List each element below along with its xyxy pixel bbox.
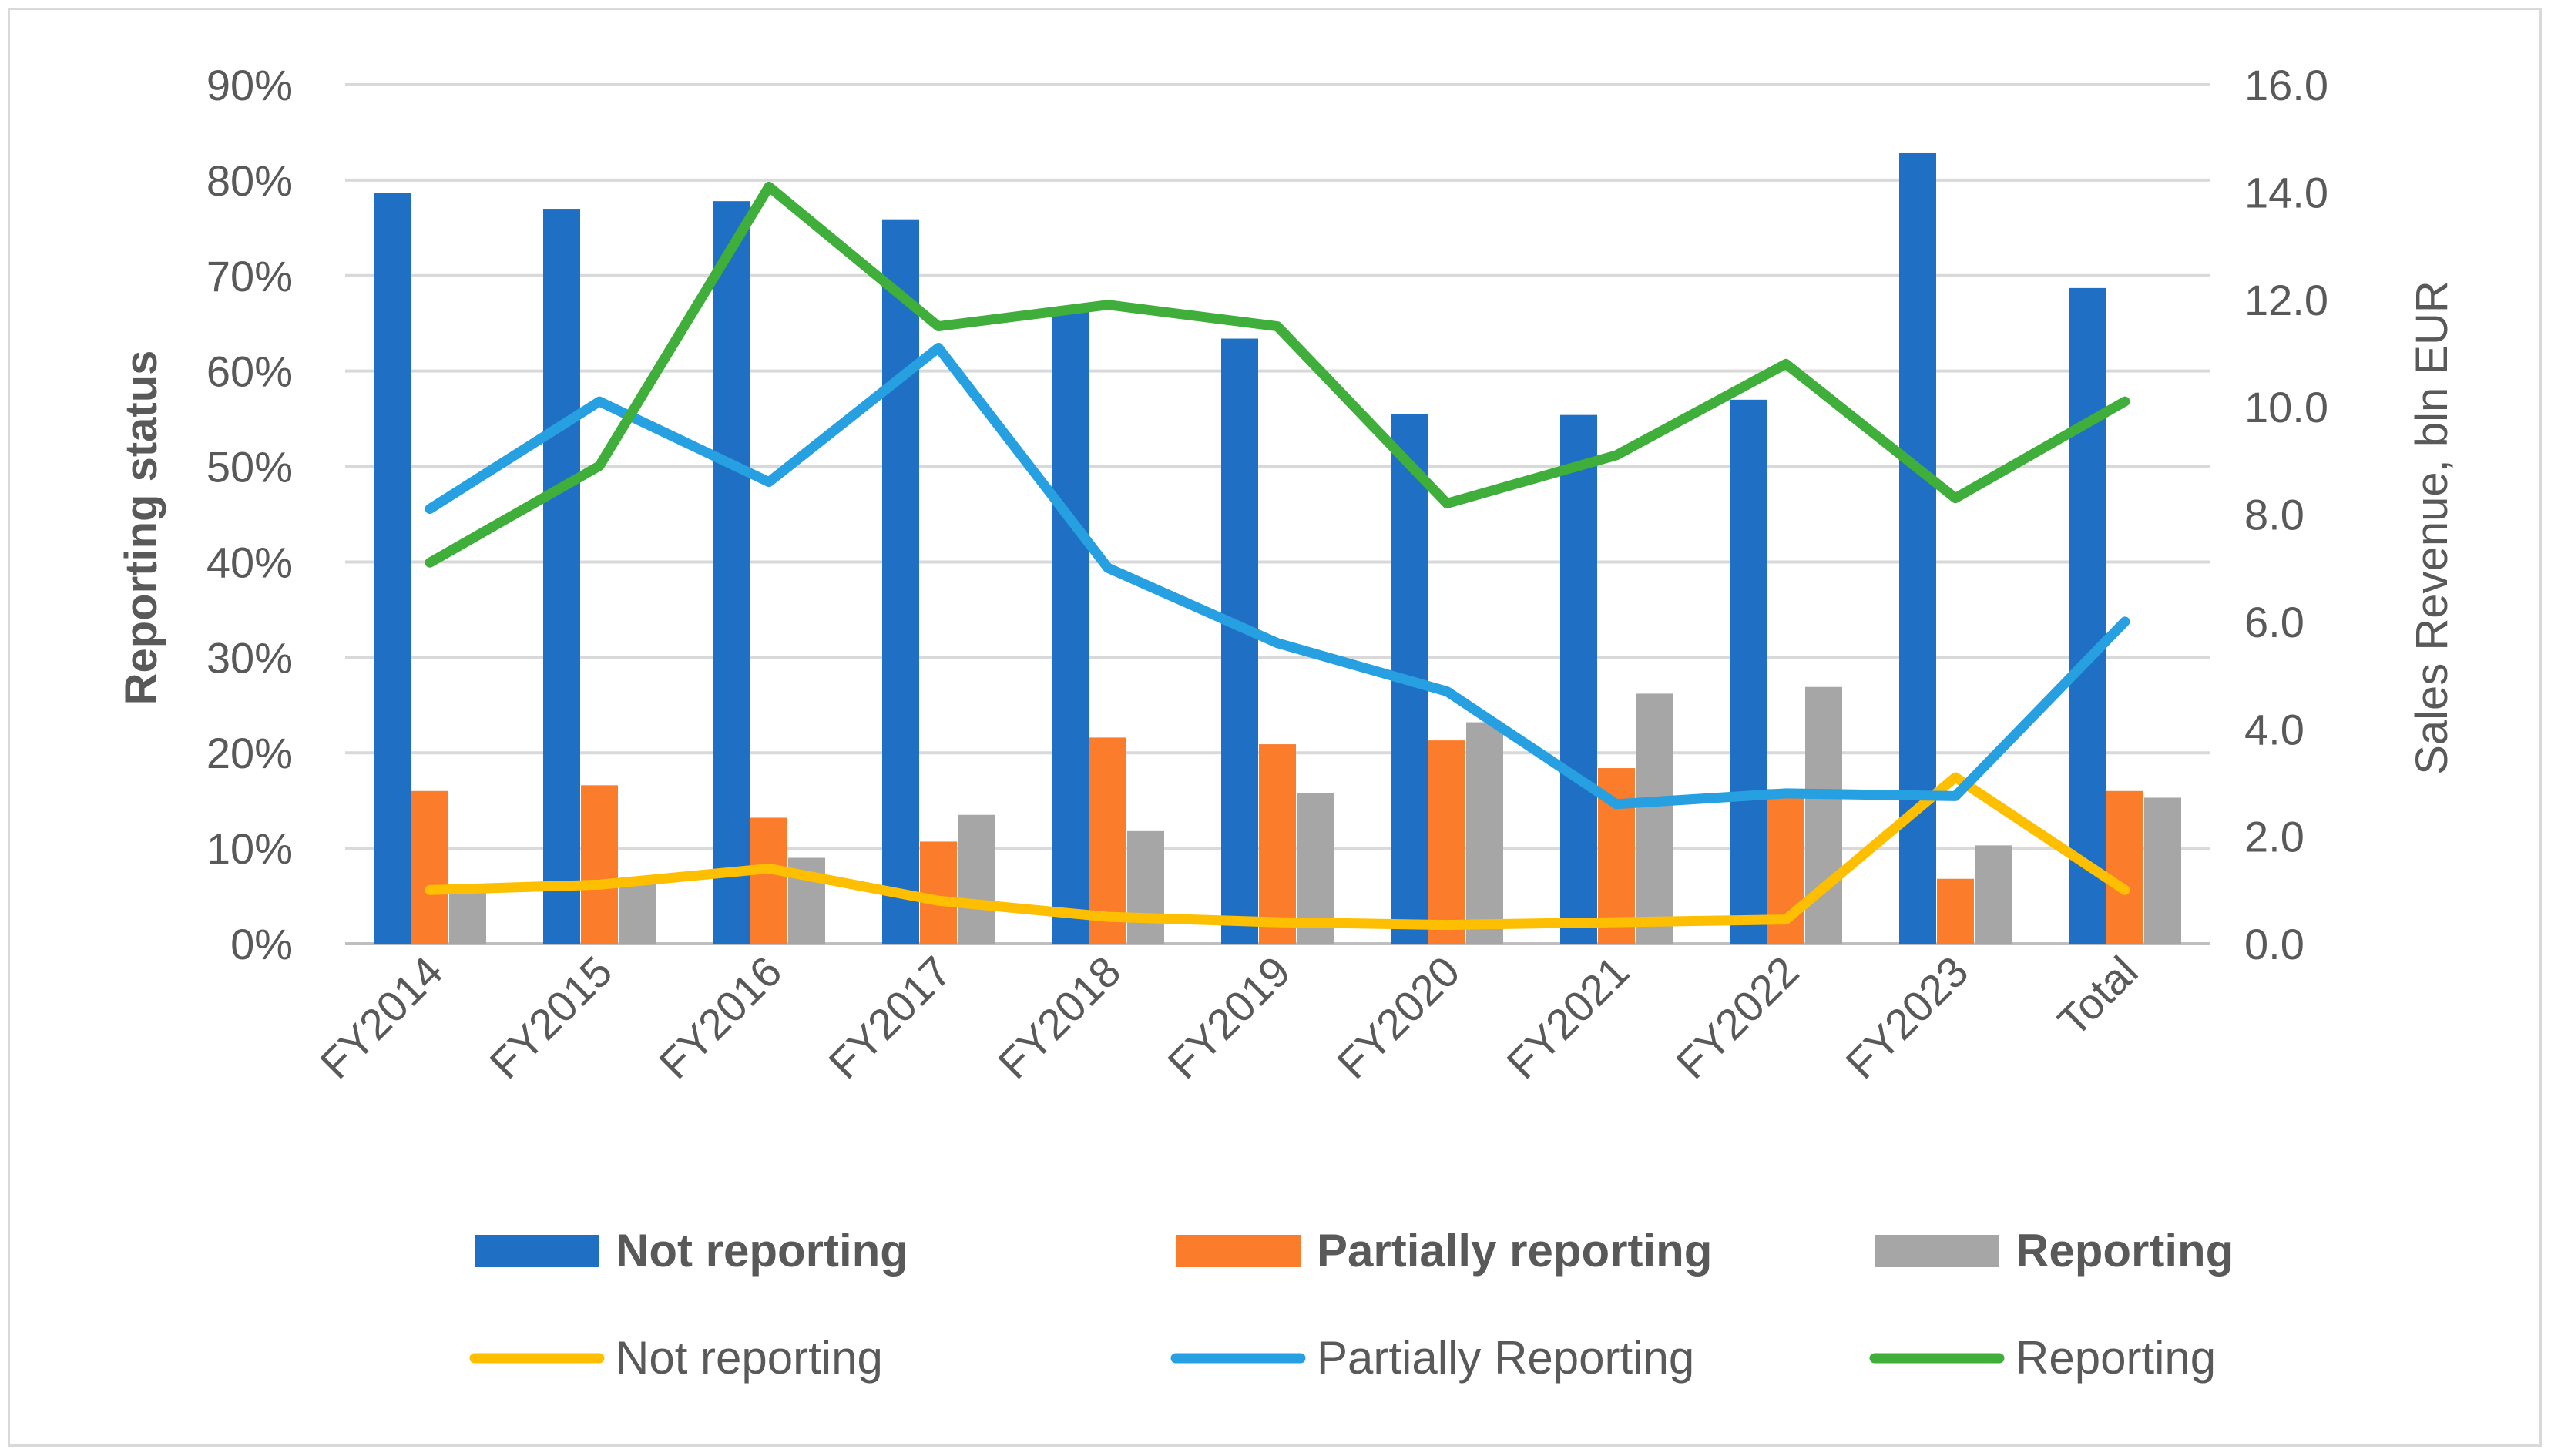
x-tick-label: FY2019	[1158, 947, 1299, 1088]
bar-partially-reporting	[750, 817, 787, 944]
y-left-tick-label: 60%	[206, 347, 293, 396]
x-tick-label: Total	[2048, 947, 2147, 1045]
legend-label: Partially Reporting	[1317, 1332, 1694, 1384]
y-left-tick-label: 10%	[206, 824, 293, 873]
bar-not-reporting	[374, 192, 411, 944]
legend-label: Reporting	[2016, 1332, 2216, 1384]
line-partially-reporting	[425, 342, 2130, 810]
bars	[374, 152, 2181, 944]
bar-partially-reporting	[1937, 878, 1974, 944]
bar-not-reporting	[1221, 338, 1258, 944]
lines	[425, 181, 2130, 931]
y-left-tick-label: 90%	[206, 61, 293, 109]
chart-frame: 0% 10% 20% 30% 40% 50% 60% 70% 80% 90% 0.0 2.0 4.0 6.…	[8, 8, 2542, 1447]
bar-partially-reporting	[1428, 740, 1465, 944]
legend: Not reporting Partially reporting Reportin…	[469, 1225, 2234, 1384]
x-tick-label: FY2016	[649, 947, 790, 1088]
y-left-tick-label: 30%	[206, 633, 293, 682]
y-right-tick-label: 2.0	[2244, 813, 2304, 861]
x-tick-label: FY2014	[310, 947, 451, 1088]
bar-reporting	[1975, 845, 2012, 944]
y-axis-right-title: Sales Revenue, bln EUR	[2407, 280, 2457, 775]
bar-not-reporting	[1052, 310, 1089, 944]
x-tick-label: FY2023	[1836, 947, 1977, 1088]
bar-partially-reporting	[1259, 744, 1296, 944]
y-left-tick-label: 20%	[206, 729, 293, 777]
x-tick-label: FY2020	[1328, 947, 1469, 1088]
bar-partially-reporting	[2106, 790, 2143, 944]
x-tick-label: FY2022	[1667, 947, 1808, 1088]
y-left-tick-label: 0%	[230, 920, 293, 968]
y-right-tick-label: 10.0	[2244, 383, 2328, 431]
bar-partially-reporting	[581, 785, 618, 944]
bar-not-reporting	[1560, 414, 1597, 944]
y-left-tick-label: 80%	[206, 156, 293, 205]
bar-not-reporting	[1730, 399, 1767, 944]
bar-partially-reporting	[411, 790, 448, 944]
bar-reporting	[1127, 830, 1164, 944]
legend-swatch-bar	[475, 1235, 599, 1267]
bar-not-reporting	[543, 209, 580, 944]
bar-partially-reporting	[920, 841, 957, 944]
x-tick-label: FY2021	[1497, 947, 1638, 1088]
legend-label: Partially reporting	[1317, 1225, 1712, 1277]
y-right-tick-label: 14.0	[2244, 168, 2328, 216]
chart: 0% 10% 20% 30% 40% 50% 60% 70% 80% 90% 0.0 2.0 4.0 6.…	[116, 61, 2457, 1384]
legend-label: Reporting	[2016, 1225, 2234, 1277]
bar-partially-reporting	[1089, 737, 1126, 944]
x-tick-label: FY2017	[819, 947, 960, 1088]
bar-not-reporting	[713, 201, 750, 944]
bar-reporting	[1636, 693, 1673, 944]
legend-label: Not reporting	[616, 1332, 883, 1384]
y-right-tick-label: 12.0	[2244, 276, 2328, 324]
line-reporting	[425, 181, 2130, 568]
bar-reporting	[619, 882, 656, 944]
y-right-tick-label: 8.0	[2244, 491, 2304, 539]
line-not-reporting	[425, 772, 2130, 931]
x-tick-label: FY2015	[480, 947, 621, 1088]
bar-not-reporting	[2069, 287, 2106, 944]
y-right-tick-label: 4.0	[2244, 705, 2304, 753]
bar-reporting	[449, 890, 486, 944]
bar-reporting	[958, 814, 995, 944]
y-right-tick-label: 0.0	[2244, 920, 2304, 968]
bar-reporting	[2144, 797, 2181, 944]
x-tick-label: FY2018	[989, 947, 1129, 1088]
legend-label: Not reporting	[616, 1225, 908, 1277]
y-left-tick-label: 50%	[206, 443, 293, 491]
y-right-tick-label: 6.0	[2244, 598, 2304, 646]
bar-not-reporting	[882, 219, 919, 944]
legend-swatch-bar	[1176, 1235, 1301, 1267]
y-axis-left-title: Reporting status	[116, 351, 166, 706]
y-left-tick-label: 70%	[206, 252, 293, 300]
bar-reporting	[1466, 722, 1503, 944]
y-right-tick-label: 16.0	[2244, 61, 2328, 109]
y-left-tick-label: 40%	[206, 538, 293, 586]
legend-swatch-bar	[1875, 1235, 1999, 1267]
